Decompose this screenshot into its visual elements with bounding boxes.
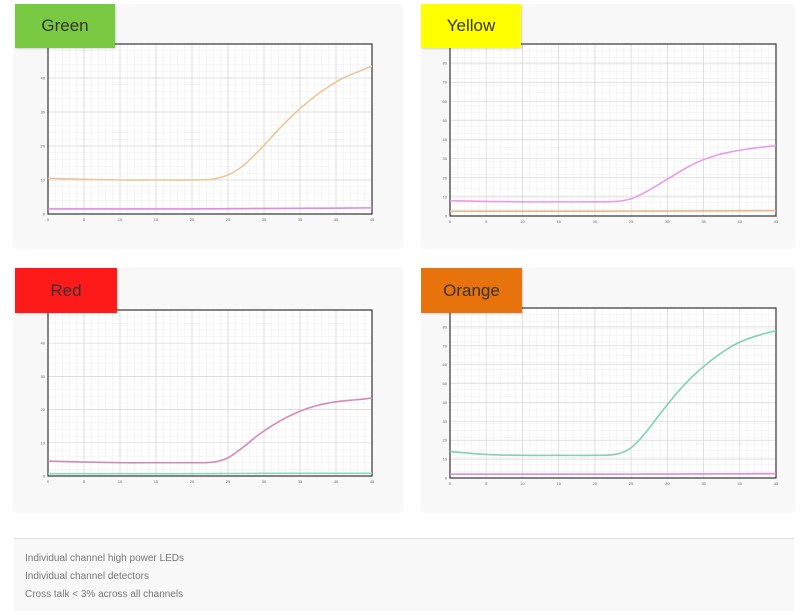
y-tick-label: 20 bbox=[41, 407, 46, 412]
plot-frame bbox=[47, 309, 373, 477]
x-tick-label: 5 bbox=[485, 219, 488, 224]
y-tick-label: 60 bbox=[443, 99, 448, 104]
y-tick-label: 20 bbox=[41, 144, 46, 149]
plot-frame bbox=[449, 43, 777, 217]
y-tick-label: 10 bbox=[443, 457, 448, 462]
plot-orange: 0510152025303540450102030405060708090 bbox=[443, 306, 779, 487]
y-tick-label: 70 bbox=[443, 343, 448, 348]
x-tick-label: 25 bbox=[226, 479, 231, 484]
series-line-1 bbox=[449, 329, 777, 457]
x-tick-label: 30 bbox=[262, 479, 267, 484]
plot-yellow: 0510152025303540450102030405060708090 bbox=[443, 42, 779, 225]
channel-badge-green: Green bbox=[15, 4, 115, 48]
y-tick-label: 80 bbox=[443, 61, 448, 66]
x-tick-label: 0 bbox=[47, 217, 50, 222]
series-line-1 bbox=[47, 397, 373, 464]
x-tick-label: 10 bbox=[520, 481, 525, 486]
x-tick-label: 15 bbox=[154, 479, 159, 484]
footer-line-crosstalk: Cross talk < 3% across all channels bbox=[25, 589, 184, 600]
x-tick-label: 35 bbox=[298, 479, 303, 484]
channel-badge-orange: Orange bbox=[421, 268, 522, 313]
x-tick-label: 10 bbox=[520, 219, 525, 224]
channel-badge-yellow: Yellow bbox=[421, 4, 521, 48]
x-tick-label: 30 bbox=[665, 481, 670, 486]
x-tick-label: 45 bbox=[774, 481, 779, 486]
x-tick-label: 35 bbox=[701, 481, 706, 486]
y-tick-label: 0 bbox=[43, 212, 46, 217]
x-tick-label: 35 bbox=[701, 219, 706, 224]
x-tick-label: 25 bbox=[629, 481, 634, 486]
y-tick-label: 30 bbox=[41, 110, 46, 115]
plot-frame bbox=[449, 307, 777, 479]
x-tick-label: 0 bbox=[47, 479, 50, 484]
plot-frame bbox=[47, 43, 373, 215]
x-tick-label: 15 bbox=[154, 217, 159, 222]
series-line-1 bbox=[449, 144, 777, 203]
y-tick-label: 10 bbox=[41, 440, 46, 445]
y-tick-label: 20 bbox=[443, 438, 448, 443]
y-tick-label: 40 bbox=[41, 76, 46, 81]
y-tick-label: 50 bbox=[443, 381, 448, 386]
series-line-2 bbox=[450, 472, 777, 476]
x-tick-label: 25 bbox=[226, 217, 231, 222]
y-tick-label: 40 bbox=[41, 341, 46, 346]
y-tick-label: 40 bbox=[443, 137, 448, 142]
x-tick-label: 30 bbox=[665, 219, 670, 224]
series-line-2 bbox=[47, 207, 373, 210]
x-tick-label: 10 bbox=[118, 479, 123, 484]
y-tick-label: 10 bbox=[41, 178, 46, 183]
x-tick-label: 30 bbox=[262, 217, 267, 222]
y-tick-label: 80 bbox=[443, 324, 448, 329]
x-tick-label: 0 bbox=[449, 219, 452, 224]
x-tick-label: 5 bbox=[83, 217, 86, 222]
x-tick-label: 45 bbox=[370, 479, 375, 484]
footer-line-leds: Individual channel high power LEDs bbox=[25, 553, 184, 564]
x-tick-label: 5 bbox=[485, 481, 488, 486]
y-tick-label: 0 bbox=[445, 214, 448, 219]
x-tick-label: 20 bbox=[190, 479, 195, 484]
x-tick-label: 40 bbox=[334, 479, 339, 484]
x-tick-label: 20 bbox=[593, 219, 598, 224]
x-tick-label: 35 bbox=[298, 217, 303, 222]
x-tick-label: 40 bbox=[334, 217, 339, 222]
x-tick-label: 15 bbox=[556, 481, 561, 486]
y-tick-label: 70 bbox=[443, 80, 448, 85]
y-tick-label: 0 bbox=[43, 474, 46, 479]
y-tick-label: 40 bbox=[443, 400, 448, 405]
x-tick-label: 5 bbox=[83, 479, 86, 484]
x-tick-label: 20 bbox=[190, 217, 195, 222]
x-tick-label: 40 bbox=[738, 219, 743, 224]
x-tick-label: 15 bbox=[556, 219, 561, 224]
y-tick-label: 50 bbox=[443, 118, 448, 123]
x-tick-label: 45 bbox=[370, 217, 375, 222]
x-tick-label: 10 bbox=[118, 217, 123, 222]
x-tick-label: 45 bbox=[774, 219, 779, 224]
x-tick-label: 25 bbox=[629, 219, 634, 224]
y-tick-label: 60 bbox=[443, 362, 448, 367]
footer-divider bbox=[14, 538, 794, 539]
grid-minor bbox=[449, 43, 777, 217]
y-tick-label: 30 bbox=[443, 156, 448, 161]
x-tick-label: 20 bbox=[593, 481, 598, 486]
plot-area bbox=[450, 308, 776, 478]
footer-panel bbox=[14, 539, 794, 611]
series-line-2 bbox=[450, 209, 777, 213]
y-tick-label: 0 bbox=[445, 476, 448, 481]
y-tick-label: 20 bbox=[443, 175, 448, 180]
y-tick-label: 30 bbox=[41, 374, 46, 379]
series-line-1 bbox=[47, 65, 373, 181]
plot-area bbox=[48, 44, 372, 214]
y-tick-label: 10 bbox=[443, 194, 448, 199]
plot-area bbox=[450, 44, 776, 216]
y-tick-label: 30 bbox=[443, 419, 448, 424]
plot-area bbox=[48, 310, 372, 476]
channel-badge-red: Red bbox=[15, 268, 117, 313]
footer-line-detectors: Individual channel detectors bbox=[25, 571, 149, 582]
x-tick-label: 40 bbox=[738, 481, 743, 486]
x-tick-label: 0 bbox=[449, 481, 452, 486]
